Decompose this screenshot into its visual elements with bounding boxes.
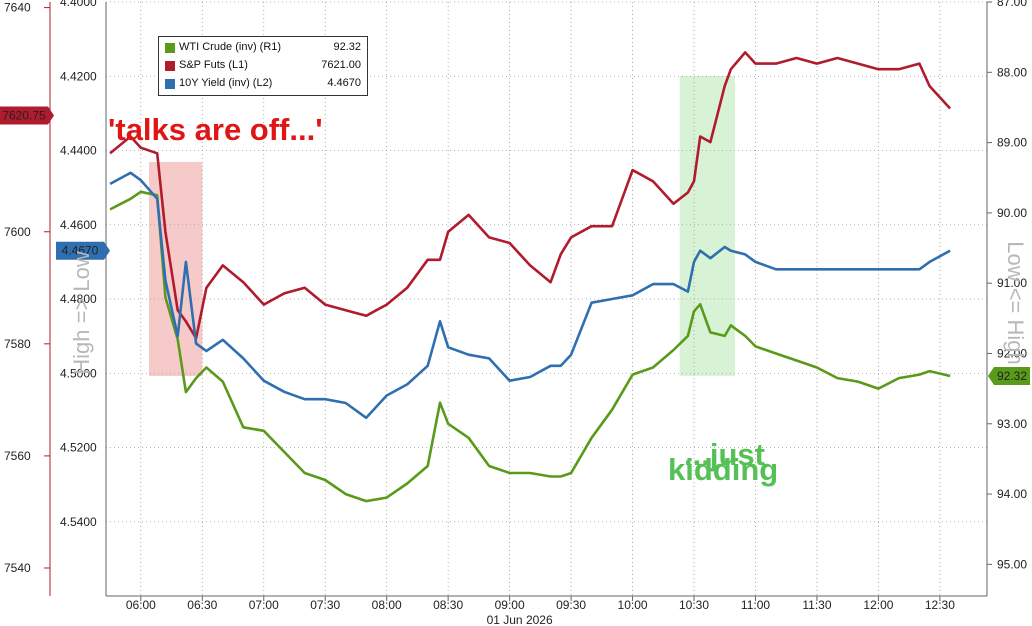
value-label-yield-text: 4.4670 xyxy=(62,244,99,258)
tick-label-l1-3: 7600 xyxy=(4,225,31,239)
side-label-left: High => Low xyxy=(69,251,94,375)
tick-label-l2-4: 4.4800 xyxy=(60,292,97,306)
legend-swatch-yield xyxy=(165,79,175,89)
series-line-sp xyxy=(109,51,952,340)
tick-label-l2-7: 4.5400 xyxy=(60,515,97,529)
side-label-right: Low <= High xyxy=(1003,241,1028,365)
tick-label-r1-6: 93.00 xyxy=(997,417,1027,431)
series-lines xyxy=(109,51,952,503)
axes: 4.4000 4.4200 4.4400 4.4600 4.4800 4.5000 4.52… xyxy=(4,0,1027,626)
tick-label-x-1: 06:30 xyxy=(187,598,217,612)
tick-label-r1-2: 89.00 xyxy=(997,136,1027,150)
tick-label-x-2: 07:00 xyxy=(249,598,279,612)
shaded-regions xyxy=(149,76,735,376)
value-label-yield: 4.4670 xyxy=(56,241,110,260)
series-line-wti xyxy=(109,190,951,503)
tick-label-x-13: 12:30 xyxy=(925,598,955,612)
tick-label-l1-2: 7580 xyxy=(4,337,31,351)
tick-label-x-4: 08:00 xyxy=(372,598,402,612)
annotation-kidding: kidding xyxy=(668,452,779,487)
tick-label-x-5: 08:30 xyxy=(433,598,463,612)
value-label-sp: 7620.75 xyxy=(0,106,54,125)
tick-label-l2-0: 4.4000 xyxy=(60,0,97,9)
tick-label-r1-8: 95.00 xyxy=(997,557,1027,571)
x-axis-date-label: 01 Jun 2026 xyxy=(487,613,553,626)
tick-label-x-8: 10:00 xyxy=(618,598,648,612)
tick-label-l2-3: 4.4600 xyxy=(60,218,97,232)
tick-label-x-6: 09:00 xyxy=(495,598,525,612)
tick-label-x-11: 11:30 xyxy=(802,598,831,612)
legend-value-yield: 4.4670 xyxy=(327,77,361,89)
tick-label-l2-6: 4.5200 xyxy=(60,441,97,455)
tick-label-x-9: 10:30 xyxy=(679,598,709,612)
legend-swatch-sp xyxy=(165,61,175,71)
tick-label-l2-1: 4.4200 xyxy=(60,69,97,83)
tick-label-r1-4: 91.00 xyxy=(997,276,1027,290)
value-label-sp-bg xyxy=(0,106,54,125)
tick-label-l2-2: 4.4400 xyxy=(60,144,97,158)
value-label-yield-bg xyxy=(56,241,110,260)
value-label-wti-text: 92.32 xyxy=(997,369,1027,383)
tick-label-x-3: 07:30 xyxy=(310,598,340,612)
annotation-just: ...just xyxy=(684,437,765,472)
legend-label-yield: 10Y Yield (inv) (L2) xyxy=(179,77,273,89)
legend-entry-sp: S&P Futs (L1) 7621.00 xyxy=(165,59,363,73)
annotation-talks-off: 'talks are off...' xyxy=(108,112,323,147)
legend: WTI Crude (inv) (R1) 92.32 S&P Futs (L1)… xyxy=(158,36,368,96)
tick-label-r1-7: 94.00 xyxy=(997,487,1027,501)
legend-value-sp: 7621.00 xyxy=(321,59,361,71)
value-label-wti-bg xyxy=(988,366,1030,385)
series-line-yield xyxy=(109,171,951,420)
gridlines xyxy=(106,1,987,596)
tick-label-x-0: 06:00 xyxy=(126,598,156,612)
legend-entry-yield: 10Y Yield (inv) (L2) 4.4670 xyxy=(165,77,363,91)
tick-label-x-10: 11:00 xyxy=(741,598,770,612)
value-label-sp-text: 7620.75 xyxy=(2,108,46,122)
legend-value-wti: 92.32 xyxy=(333,41,361,53)
tick-label-l1-5: 7640 xyxy=(4,1,31,15)
tick-label-x-12: 12:00 xyxy=(863,598,893,612)
tick-label-r1-5: 92.00 xyxy=(997,346,1027,360)
axis-value-labels: 7620.75 4.4670 92.32 xyxy=(0,106,1030,385)
value-label-wti: 92.32 xyxy=(988,366,1030,385)
legend-entry-wti: WTI Crude (inv) (R1) 92.32 xyxy=(165,41,363,55)
tick-label-l1-0: 7540 xyxy=(4,561,31,575)
tick-label-r1-3: 90.00 xyxy=(997,206,1027,220)
tick-label-r1-1: 88.00 xyxy=(997,65,1027,79)
legend-label-sp: S&P Futs (L1) xyxy=(179,59,248,71)
tick-label-r1-0: 87.00 xyxy=(997,0,1027,9)
tick-label-x-7: 09:30 xyxy=(556,598,586,612)
legend-label-wti: WTI Crude (inv) (R1) xyxy=(179,41,282,53)
tick-label-l1-1: 7560 xyxy=(4,449,31,463)
tick-label-l2-5: 4.5000 xyxy=(60,366,97,380)
legend-swatch-wti xyxy=(165,43,175,53)
